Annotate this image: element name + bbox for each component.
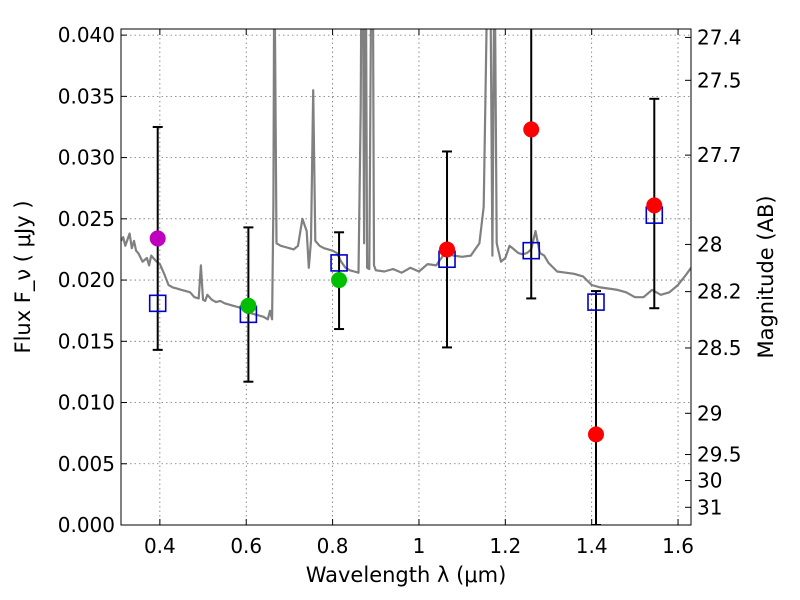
observed-flux-point xyxy=(588,426,604,443)
y-tick-label: 0.020 xyxy=(58,268,115,292)
observed-flux-point xyxy=(331,272,348,289)
observed-flux-point xyxy=(240,297,257,314)
x-axis-label: Wavelength λ (μm) xyxy=(306,563,507,587)
observed-flux-point xyxy=(149,230,166,247)
model-flux-square xyxy=(148,294,167,313)
observed-flux-point xyxy=(646,197,663,214)
x-tick-label: 1.2 xyxy=(489,534,521,558)
model-spectrum-line xyxy=(121,29,691,321)
observed-flux-point xyxy=(523,121,540,138)
right-tick-label: 27.4 xyxy=(697,25,742,49)
model-spectrum-layer xyxy=(121,29,691,321)
right-tick-label: 30 xyxy=(697,469,722,493)
right-tick-label: 27.7 xyxy=(697,143,742,167)
y-tick-label: 0.030 xyxy=(58,146,115,170)
right-tick-label: 28 xyxy=(697,232,722,256)
y-tick-label: 0.000 xyxy=(58,513,115,537)
x-tick-label: 1 xyxy=(413,534,426,558)
x-tick-label: 0.6 xyxy=(230,534,262,558)
right-tick-label: 31 xyxy=(697,495,722,519)
right-tick-label: 29 xyxy=(697,401,722,425)
axis-ticks xyxy=(121,29,691,526)
right-tick-label: 29.5 xyxy=(697,443,742,467)
y-tick-label: 0.010 xyxy=(58,391,115,415)
right-tick-label: 27.5 xyxy=(697,68,742,92)
plot-frame xyxy=(120,28,692,526)
y-tick-label: 0.035 xyxy=(58,84,115,108)
x-tick-label: 0.8 xyxy=(317,534,349,558)
x-tick-label: 0.4 xyxy=(144,534,176,558)
model-flux-square xyxy=(330,254,348,272)
x-tick-labels: 0.4 0.6 0.8 1 1.2 1.4 1.6 xyxy=(144,534,694,558)
y-axis-label-left: Flux F_ν ( μJy ) xyxy=(11,200,36,353)
y-tick-label: 0.005 xyxy=(58,452,115,476)
y-tick-labels: 0.000 0.005 0.010 0.015 0.020 0.025 0.030 0.035… xyxy=(58,23,115,537)
model-flux-square xyxy=(522,241,541,260)
right-tick-label: 28.2 xyxy=(697,280,742,304)
model-photometry-layer xyxy=(148,206,664,324)
right-tick-label: 28.5 xyxy=(697,336,742,360)
observed-flux-point xyxy=(439,241,456,258)
observed-flux-layer xyxy=(149,121,663,443)
y-axis-label-right: Magnitude (AB) xyxy=(754,195,778,358)
grid-lines xyxy=(121,29,691,526)
y-tick-label: 0.040 xyxy=(58,23,115,47)
y-tick-label: 0.025 xyxy=(58,207,115,231)
y-tick-label: 0.015 xyxy=(58,329,115,353)
error-bars-layer xyxy=(152,29,660,525)
model-flux-square xyxy=(587,293,605,311)
x-tick-label: 1.6 xyxy=(662,534,694,558)
x-tick-label: 1.4 xyxy=(576,534,608,558)
